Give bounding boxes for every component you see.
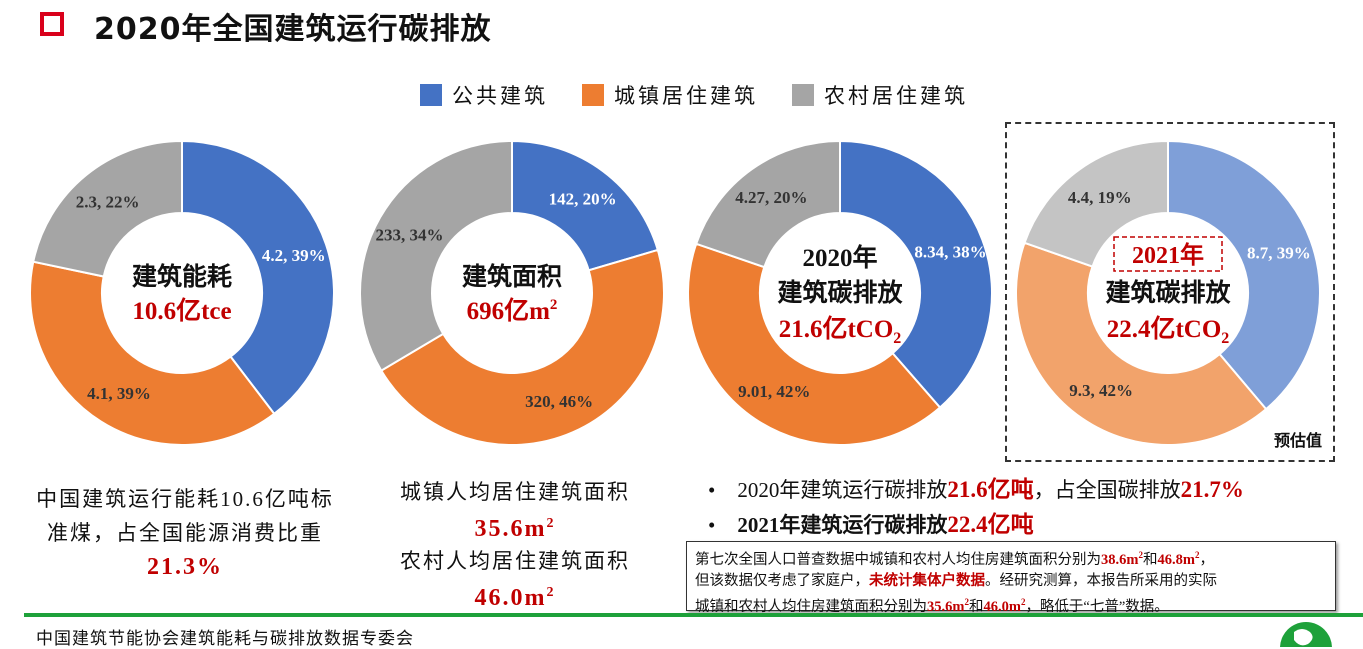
- legend-swatch: [420, 84, 442, 106]
- center-value: 10.6亿tce: [132, 297, 231, 325]
- sup: 2: [546, 585, 556, 600]
- note-text: ，略低于“七普”数据。: [1025, 598, 1169, 615]
- center-value: 696亿m2: [467, 297, 558, 325]
- donut-slice: [379, 248, 665, 446]
- data-label: 9.3, 42%: [1069, 381, 1133, 400]
- footer-org: 中国建筑节能协会建筑能耗与碳排放数据专委会: [36, 629, 414, 648]
- data-label: 142, 20%: [549, 189, 617, 208]
- area-caption: 城镇人均居住建筑面积 35.6m2 农村人均居住建筑面积 46.0m2: [380, 476, 650, 614]
- center-value: 22.4亿tCO2: [1107, 315, 1230, 347]
- energy-percent: 21.3%: [147, 554, 223, 580]
- data-label: 9.01, 42%: [738, 382, 810, 401]
- bullet-text: ，占全国碳排放: [1033, 478, 1181, 502]
- note-value: 46.0m: [983, 598, 1021, 615]
- center-title: 建筑碳排放: [1105, 278, 1231, 307]
- footer-divider: [24, 613, 1363, 617]
- center-title: 建筑能耗: [132, 262, 232, 291]
- donut-slice: [181, 139, 335, 416]
- note-highlight: 未统计集体户数据: [869, 572, 985, 589]
- bullet-value: 21.6亿吨: [947, 477, 1034, 502]
- bullet-value: 21.7%: [1180, 477, 1244, 502]
- bullet-value: 22.4亿吨: [947, 512, 1034, 537]
- center-title: 建筑碳排放: [777, 278, 903, 307]
- donut-slice: [1167, 139, 1321, 411]
- note-box: 第七次全国人口普查数据中城镇和农村人均住房建筑面积分别为38.6m2和46.8m…: [686, 541, 1336, 615]
- bullet-2020: • 2020年建筑运行碳排放21.6亿吨，占全国碳排放21.7%: [708, 477, 1244, 502]
- data-label: 8.7, 39%: [1247, 243, 1311, 262]
- note-text: 城镇和农村人均住房建筑面积分别为: [695, 598, 927, 615]
- note-text: 第七次全国人口普查数据中城镇和农村人均住房建筑面积分别为: [695, 551, 1101, 568]
- data-label: 233, 34%: [375, 226, 443, 245]
- note-text: 但该数据仅考虑了家庭户，: [695, 572, 869, 589]
- logo-icon: [1280, 622, 1332, 647]
- donut-slice: [1023, 139, 1169, 268]
- forecast-box: [1005, 122, 1335, 462]
- title-square-icon: [40, 12, 64, 36]
- donut-slice: [29, 260, 276, 446]
- data-label: 2.3, 22%: [76, 192, 140, 211]
- donut-slice: [32, 139, 183, 278]
- urban-value: 35.6m: [474, 516, 547, 542]
- donut-charts: 4.2, 39% 4.1, 39% 2.3, 22% 建筑能耗 10.6亿tce 142,…: [29, 139, 1322, 450]
- data-label: 320, 46%: [525, 392, 593, 411]
- sup: 2: [546, 516, 556, 531]
- legend-item-public: 公共建筑: [420, 80, 548, 110]
- note-text: 。经研究测算，本报告所采用的实际: [985, 572, 1217, 589]
- data-label: 4.1, 39%: [87, 384, 151, 403]
- donut-slice: [1014, 241, 1268, 446]
- forecast-label: 预估值: [1274, 431, 1322, 450]
- donut-slice: [839, 139, 993, 409]
- legend-item-rural: 农村居住建筑: [792, 80, 968, 110]
- donut-slice: [511, 139, 660, 272]
- year-box: [1113, 236, 1223, 272]
- caption-line: 准煤，占全国能源消费比重: [47, 521, 323, 545]
- note-value: 35.6m: [927, 598, 965, 615]
- rural-label: 农村人均居住建筑面积: [400, 549, 630, 573]
- data-label: 4.27, 20%: [735, 188, 807, 207]
- page-title: 2020年全国建筑运行碳排放: [94, 12, 492, 47]
- legend-label: 城镇居住建筑: [614, 84, 758, 108]
- center-year: 2020年: [802, 243, 877, 272]
- note-text: 和: [1142, 551, 1158, 568]
- center-value: 21.6亿tCO2: [779, 315, 902, 347]
- legend-swatch: [792, 84, 814, 106]
- center-title: 建筑面积: [462, 262, 562, 291]
- rural-value: 46.0m: [474, 585, 547, 611]
- bullet-text: 2021年建筑运行碳排放: [737, 513, 948, 537]
- center-year: 2021年: [1132, 241, 1204, 269]
- energy-caption: 中国建筑运行能耗10.6亿吨标 准煤，占全国能源消费比重 21.3%: [30, 482, 340, 584]
- legend-swatch: [582, 84, 604, 106]
- data-label: 4.2, 39%: [262, 246, 326, 265]
- donut-slice: [687, 242, 942, 446]
- note-text: ，: [1199, 551, 1214, 568]
- bullet-2021: • 2021年建筑运行碳排放22.4亿吨: [708, 512, 1034, 537]
- legend-label: 公共建筑: [452, 84, 548, 108]
- legend-item-urban: 城镇居住建筑: [582, 80, 758, 110]
- donut-slice: [359, 139, 513, 372]
- note-value: 46.8m: [1157, 551, 1195, 568]
- note-text: 和: [968, 598, 984, 615]
- bullet-text: 2020年建筑运行碳排放: [737, 478, 948, 502]
- data-label: 8.34, 38%: [914, 243, 986, 262]
- note-value: 38.6m: [1101, 551, 1139, 568]
- caption-line: 中国建筑运行能耗10.6亿吨标: [36, 487, 334, 511]
- data-label: 4.4, 19%: [1068, 188, 1132, 207]
- urban-label: 城镇人均居住建筑面积: [400, 480, 630, 504]
- legend: 公共建筑 城镇居住建筑 农村居住建筑: [420, 80, 968, 110]
- donut-slice: [694, 139, 841, 269]
- legend-label: 农村居住建筑: [824, 84, 968, 108]
